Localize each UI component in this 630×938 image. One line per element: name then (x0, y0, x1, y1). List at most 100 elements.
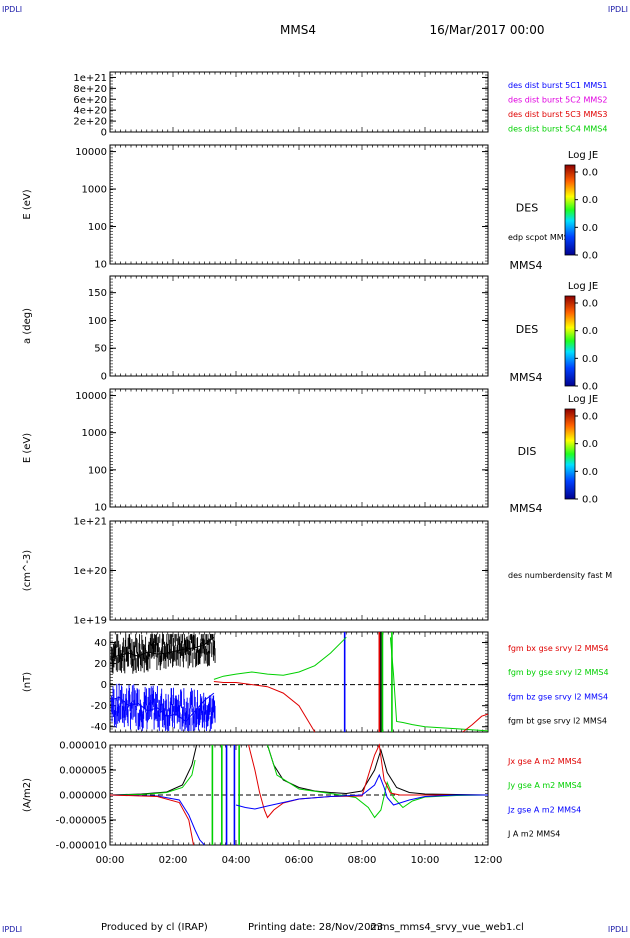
y-tick-label: 0 (101, 680, 107, 691)
colorbar-tick-label: 0.0 (582, 195, 598, 206)
y-tick-label: 40 (94, 638, 107, 649)
colorbar-tick-label: 0.0 (582, 251, 598, 262)
legend-label: des dist burst 5C4 MMS4 (508, 125, 607, 134)
spacecraft-label: MMS4 (510, 371, 543, 384)
x-tick-label: 08:00 (348, 855, 377, 866)
corner-label-tr: IPDLI (608, 5, 628, 14)
colorbar-tick-label: 0.0 (582, 412, 598, 423)
y-tick-label: 4e+20 (73, 106, 107, 117)
y-tick-label: -0.000010 (56, 841, 107, 852)
x-tick-label: 02:00 (159, 855, 188, 866)
colorbar-tick-label: 0.0 (582, 467, 598, 478)
y-tick-label: 1e+20 (73, 566, 107, 577)
y-tick-label: 0 (101, 128, 107, 139)
y-tick-label: 100 (88, 465, 107, 476)
legend-label: fgm bz gse srvy l2 MMS4 (508, 692, 608, 701)
series-line-2 (213, 636, 347, 680)
x-tick-label: 00:00 (96, 855, 125, 866)
y-axis-label: (nT) (22, 672, 33, 692)
colorbar-gradient (564, 164, 576, 256)
colorbar-tick-label: 0.0 (582, 354, 598, 365)
y-tick-label: 6e+20 (73, 95, 107, 106)
y-axis-label: (A/m2) (22, 778, 33, 812)
colorbar-gradient (564, 408, 576, 500)
legend-label: fgm by gse srvy l2 MMS4 (508, 668, 609, 677)
series-line-4 (267, 744, 489, 796)
series-line-2 (109, 794, 205, 846)
colorbar-tick-label: 0.0 (582, 495, 598, 506)
corner-label-bl: IPDLI (2, 925, 22, 934)
y-tick-label: 150 (88, 288, 107, 299)
overlay-label: edp scpot MMS4 (508, 233, 574, 242)
footer-produced-by: Produced by cl (IRAP) (101, 922, 208, 933)
y-tick-label: 50 (94, 344, 107, 355)
colorbar-tick-label: 0.0 (582, 326, 598, 337)
colorbar-gradient (564, 295, 576, 387)
y-tick-label: -40 (91, 722, 107, 733)
species-label: DES (516, 202, 538, 215)
datetime-title: 16/Mar/2017 00:00 (430, 23, 545, 37)
y-tick-label: 100 (88, 222, 107, 233)
legend-label: J A m2 MMS4 (507, 830, 560, 839)
y-tick-label: 1e+21 (73, 517, 107, 528)
corner-label-br: IPDLI (608, 925, 628, 934)
y-tick-label: 1000 (82, 428, 107, 439)
species-label: DES (516, 323, 538, 336)
legend-label: fgm bt gse srvy l2 MMS4 (508, 717, 607, 726)
panel-frame-p1 (109, 71, 489, 133)
y-tick-label: 10 (94, 503, 107, 514)
y-tick-label: 0 (101, 372, 107, 383)
legend-label: Jx gse A m2 MMS4 (507, 757, 582, 766)
noise-texture (111, 634, 216, 731)
y-tick-label: -20 (91, 701, 107, 712)
y-tick-label: 0.000000 (59, 791, 107, 802)
series-line-7 (235, 773, 488, 810)
spacecraft-label: MMS4 (510, 259, 543, 272)
x-tick-label: 06:00 (285, 855, 314, 866)
x-tick-label: 12:00 (474, 855, 503, 866)
series-line-3 (109, 794, 194, 846)
spacecraft-label: MMS4 (510, 502, 543, 515)
x-tick-label: 04:00 (222, 855, 251, 866)
legend-label: fgm bx gse srvy l2 MMS4 (508, 644, 609, 653)
footer-printing-date: Printing date: 28/Nov/2023 (248, 922, 383, 933)
y-tick-label: 0.000010 (59, 741, 107, 752)
footer-file: mms_mms4_srvy_vue_web1.cl (370, 922, 524, 933)
colorbar-tick-label: 0.0 (582, 382, 598, 393)
legend-label: des numberdensity fast M (508, 571, 612, 580)
colorbar-tick-label: 0.0 (582, 168, 598, 179)
panel-frame-p5 (109, 520, 489, 621)
colorbar-tick-label: 0.0 (582, 299, 598, 310)
colorbar-title: Log JE (568, 281, 598, 292)
corner-label-tl: IPDLI (2, 5, 22, 14)
panel-frame-p4 (109, 388, 489, 508)
y-axis-label: E (eV) (22, 189, 33, 219)
y-axis-label: E (eV) (22, 433, 33, 463)
y-tick-label: 20 (94, 659, 107, 670)
y-tick-label: 1e+19 (73, 616, 107, 627)
series-line-5 (267, 744, 489, 819)
colorbar-title: Log JE (568, 394, 598, 405)
panel-frame-p2 (109, 144, 489, 265)
x-tick-label: 10:00 (411, 855, 440, 866)
colorbar-title: Log JE (568, 150, 598, 161)
y-tick-label: 100 (88, 316, 107, 327)
series-line-3 (389, 637, 489, 732)
y-tick-label: 10 (94, 260, 107, 271)
series-line-5 (462, 713, 489, 733)
y-tick-label: 2e+20 (73, 117, 107, 128)
colorbar-tick-label: 0.0 (582, 439, 598, 450)
series-line-1 (109, 759, 196, 796)
y-tick-label: 1000 (82, 185, 107, 196)
series-line-0 (109, 744, 198, 796)
y-tick-label: 0.000005 (59, 766, 107, 777)
series-line-4 (213, 681, 316, 733)
spacecraft-title: MMS4 (280, 23, 316, 37)
species-label: DIS (518, 445, 537, 458)
y-tick-label: 1e+21 (73, 73, 107, 84)
y-axis-label: (cm^-3) (22, 550, 33, 591)
legend-label: des dist burst 5C3 MMS3 (508, 110, 607, 119)
